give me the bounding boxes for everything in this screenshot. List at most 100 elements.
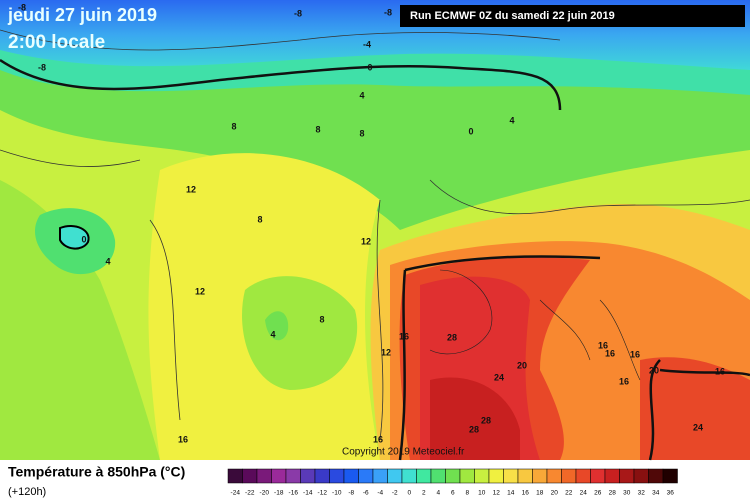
colorbar-tick-label: -20 xyxy=(260,490,270,497)
contour-label: 16 xyxy=(619,376,629,386)
contour-label: 8 xyxy=(231,121,236,131)
contour-label: 4 xyxy=(105,256,110,266)
contour-label: 20 xyxy=(649,365,659,375)
color-swatch xyxy=(372,468,388,484)
colorbar-tick-label: -4 xyxy=(377,490,383,497)
contour-label: 12 xyxy=(361,236,371,246)
color-swatch xyxy=(633,468,649,484)
colorbar-tick-label: 14 xyxy=(507,490,515,497)
color-swatch xyxy=(271,468,287,484)
contour-label: 24 xyxy=(494,372,504,382)
color-swatch xyxy=(517,468,533,484)
color-swatch xyxy=(575,468,591,484)
contour-label: 20 xyxy=(517,360,527,370)
color-swatch xyxy=(459,468,475,484)
colorbar-tick-label: -6 xyxy=(363,490,369,497)
contour-label: 12 xyxy=(186,184,196,194)
contour-label: -8 xyxy=(18,2,26,12)
run-info: Run ECMWF 0Z du samedi 22 juin 2019 xyxy=(410,10,615,22)
contour-label: 8 xyxy=(319,314,324,324)
contour-label: 24 xyxy=(693,422,703,432)
contour-label: -4 xyxy=(363,39,371,49)
contour-label: 16 xyxy=(630,349,640,359)
color-swatch xyxy=(256,468,272,484)
contour-label: 16 xyxy=(715,366,725,376)
colorbar-tick-label: -16 xyxy=(289,490,299,497)
contour-label: 16 xyxy=(399,331,409,341)
contour-label: 8 xyxy=(359,128,364,138)
legend-title: Température à 850hPa (°C) xyxy=(8,464,185,480)
colorbar-tick-label: -24 xyxy=(231,490,241,497)
legend-lead: (+120h) xyxy=(8,486,46,498)
contour-label: 8 xyxy=(257,214,262,224)
colorbar-tick-label: 28 xyxy=(609,490,617,497)
color-swatch xyxy=(227,468,243,484)
color-swatch xyxy=(546,468,562,484)
contour-label: -8 xyxy=(38,62,46,72)
run-box xyxy=(400,5,745,27)
colorbar-tick-label: -22 xyxy=(245,490,255,497)
color-swatch xyxy=(532,468,548,484)
color-swatch xyxy=(488,468,504,484)
colorbar-tick-label: -18 xyxy=(274,490,284,497)
color-swatch xyxy=(662,468,678,484)
map-title: jeudi 27 juin 2019 xyxy=(7,5,157,25)
contour-label: 12 xyxy=(381,347,391,357)
colorbar-tick-label: -12 xyxy=(318,490,328,497)
color-swatch xyxy=(648,468,664,484)
contour-label: 28 xyxy=(481,415,491,425)
color-swatch xyxy=(503,468,519,484)
colorbar-tick-label: 6 xyxy=(451,490,455,497)
contour-label: 8 xyxy=(315,124,320,134)
colorbar-tick-label: 2 xyxy=(422,490,426,497)
colorbar-tick-label: 30 xyxy=(623,490,631,497)
color-swatch xyxy=(416,468,432,484)
contour-label: 4 xyxy=(270,329,275,339)
colorbar-tick-label: 8 xyxy=(465,490,469,497)
color-swatch xyxy=(401,468,417,484)
contour-label: 4 xyxy=(359,90,364,100)
color-swatch xyxy=(300,468,316,484)
contour-label: 0 xyxy=(81,234,86,244)
colorbar-tick-label: 20 xyxy=(551,490,559,497)
contour-label: 16 xyxy=(598,340,608,350)
contour-label: 16 xyxy=(178,434,188,444)
color-swatch xyxy=(285,468,301,484)
contour-label: 0 xyxy=(468,126,473,136)
color-swatch xyxy=(358,468,374,484)
color-swatch xyxy=(343,468,359,484)
contour-label: 28 xyxy=(447,332,457,342)
contour-label: 28 xyxy=(469,424,479,434)
color-swatch xyxy=(329,468,345,484)
colorbar-tick-label: -2 xyxy=(392,490,398,497)
map: -8 -8 -8 -4 -8 0 4 8 8 8 0 4 12 8 0 4 12 12 4 8 16 12 28 20 24 16… xyxy=(0,0,750,461)
colorbar-tick-label: 24 xyxy=(580,490,588,497)
contour-label: 12 xyxy=(195,286,205,296)
contour-label: 4 xyxy=(509,115,514,125)
color-swatch xyxy=(314,468,330,484)
colorbar-tick-label: -10 xyxy=(332,490,342,497)
colorbar-tick-label: 0 xyxy=(407,490,411,497)
contour-label: 16 xyxy=(373,434,383,444)
contour-label: 16 xyxy=(605,348,615,358)
color-swatch xyxy=(387,468,403,484)
colorbar-tick-label: 18 xyxy=(536,490,544,497)
colorbar-tick-label: 12 xyxy=(493,490,501,497)
color-swatch xyxy=(604,468,620,484)
contour-label: 0 xyxy=(367,62,372,72)
color-swatch xyxy=(590,468,606,484)
colorbar-tick-label: 4 xyxy=(436,490,440,497)
colorbar-tick-label: 10 xyxy=(478,490,486,497)
colorbar-tick-label: 34 xyxy=(652,490,660,497)
colorbar-tick-label: -14 xyxy=(303,490,313,497)
color-swatch xyxy=(242,468,258,484)
copyright: Copyright 2019 Meteociel.fr xyxy=(342,447,465,458)
map-subtitle: 2:00 locale xyxy=(8,32,105,53)
colorbar-tick-label: 16 xyxy=(522,490,530,497)
colorbar-tick-label: 32 xyxy=(638,490,646,497)
colorbar-tick-label: 36 xyxy=(667,490,675,497)
color-swatch xyxy=(619,468,635,484)
color-swatch xyxy=(474,468,490,484)
contour-label: -8 xyxy=(294,8,302,18)
